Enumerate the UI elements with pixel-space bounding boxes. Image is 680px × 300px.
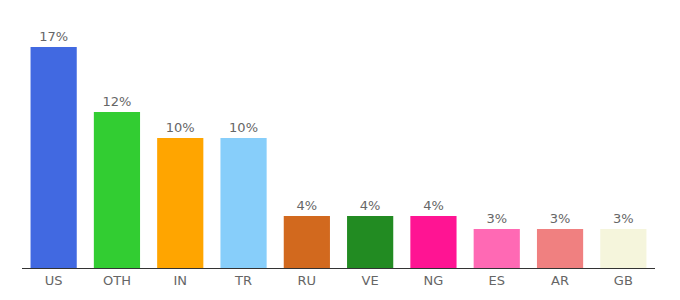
svg-text:US: US — [45, 273, 63, 288]
svg-text:4%: 4% — [423, 198, 444, 213]
svg-text:3%: 3% — [613, 211, 634, 226]
svg-text:3%: 3% — [486, 211, 507, 226]
svg-text:10%: 10% — [229, 120, 258, 135]
svg-text:17%: 17% — [39, 29, 68, 44]
svg-text:IN: IN — [173, 273, 187, 288]
svg-text:12%: 12% — [102, 94, 131, 109]
svg-text:4%: 4% — [360, 198, 381, 213]
svg-text:ES: ES — [489, 273, 505, 288]
svg-text:3%: 3% — [550, 211, 571, 226]
svg-text:10%: 10% — [166, 120, 195, 135]
svg-text:OTH: OTH — [103, 273, 131, 288]
svg-text:VE: VE — [362, 273, 379, 288]
svg-text:TR: TR — [234, 273, 252, 288]
svg-text:4%: 4% — [297, 198, 318, 213]
svg-text:NG: NG — [424, 273, 444, 288]
svg-text:GB: GB — [614, 273, 633, 288]
svg-text:AR: AR — [551, 273, 569, 288]
svg-text:RU: RU — [298, 273, 317, 288]
